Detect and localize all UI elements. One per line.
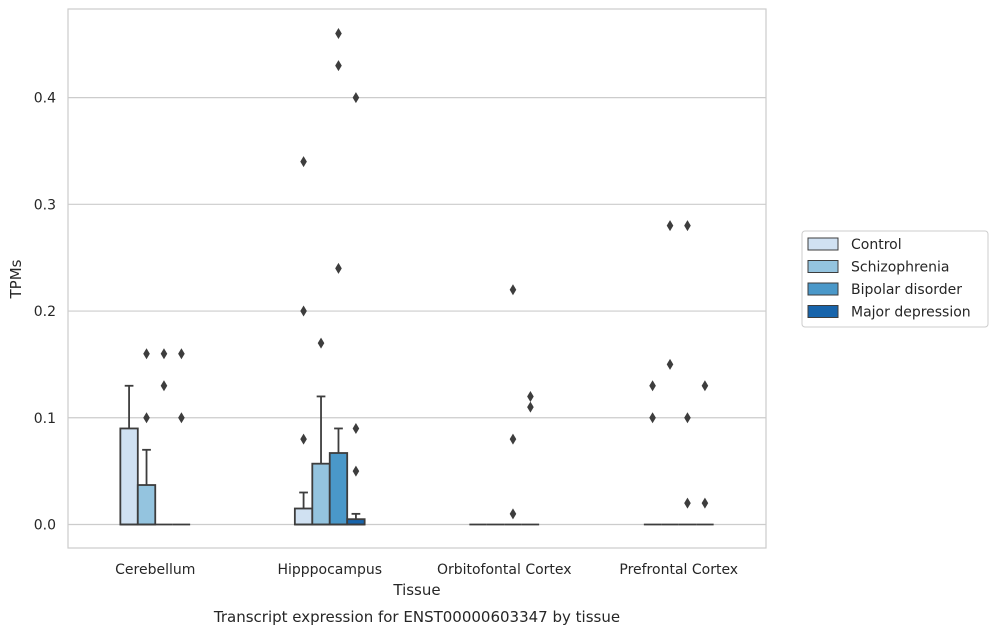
- chart-caption: Transcript expression for ENST0000060334…: [213, 608, 620, 626]
- box-major-depression: [521, 390, 540, 526]
- outlier-point: [143, 348, 150, 360]
- outlier-point: [684, 412, 691, 424]
- legend: Control Schizophrenia Bipolar disorder Majo…: [801, 230, 989, 328]
- outlier-point: [178, 412, 185, 424]
- outlier-point: [352, 92, 360, 104]
- outlier-point: [300, 433, 307, 445]
- box-series-group: [119, 28, 714, 526]
- box-body: [136, 484, 157, 526]
- legend-label: Control: [851, 237, 902, 253]
- legend-frame: [801, 230, 989, 328]
- legend-swatch: [807, 282, 839, 296]
- outlier-point: [666, 358, 674, 370]
- outlier-point: [335, 60, 342, 72]
- outlier-point: [160, 348, 168, 360]
- x-axis-ticks: Cerebellum Hipppocampus Orbitofontal Corte…: [115, 562, 738, 578]
- outlier-point: [701, 380, 709, 392]
- box-control: [643, 380, 662, 526]
- box-bipolar-disorder: [504, 284, 522, 526]
- y-tick-label: 0.3: [34, 197, 56, 213]
- box-bipolar-disorder: [155, 348, 173, 526]
- plot-area-frame: [67, 8, 767, 549]
- legend-label: Schizophrenia: [851, 260, 949, 276]
- outlier-point: [160, 380, 168, 392]
- box-control: [119, 384, 139, 526]
- box-body: [328, 452, 349, 526]
- outlier-point: [335, 262, 342, 274]
- box-body: [311, 462, 331, 526]
- box-major-depression: [346, 92, 366, 526]
- box-control: [293, 156, 314, 526]
- box-body: [293, 507, 314, 526]
- y-axis-ticks: 0.0 0.1 0.2 0.3 0.4: [34, 91, 56, 534]
- outlier-point: [509, 433, 517, 445]
- box-major-depression: [696, 380, 714, 526]
- x-axis-label: Tissue: [392, 581, 440, 599]
- y-tick-label: 0.2: [34, 304, 56, 320]
- box-body: [119, 427, 139, 526]
- box-schizophrenia: [661, 220, 679, 526]
- box-schizophrenia: [311, 337, 331, 526]
- y-tick-label: 0.4: [34, 91, 56, 107]
- outlier-point: [352, 422, 360, 434]
- outlier-point: [684, 497, 691, 509]
- legend-label: Major depression: [851, 305, 971, 321]
- outlier-point: [649, 412, 656, 424]
- box-bipolar-disorder: [678, 220, 697, 526]
- box-major-depression: [172, 348, 191, 526]
- x-tick-label: Orbitofontal Cortex: [437, 562, 572, 578]
- outlier-point: [666, 220, 674, 232]
- outlier-point: [317, 337, 325, 349]
- grid-lines: [68, 96, 766, 526]
- legend-swatch: [807, 260, 839, 273]
- legend-label: Bipolar disorder: [851, 282, 962, 298]
- outlier-point: [300, 305, 307, 317]
- outlier-point: [684, 220, 691, 232]
- y-tick-label: 0.0: [34, 518, 56, 534]
- outlier-point: [527, 401, 534, 413]
- outlier-point: [527, 390, 534, 402]
- outlier-point: [701, 497, 709, 509]
- x-tick-label: Hipppocampus: [277, 562, 382, 578]
- outlier-point: [143, 412, 150, 424]
- outlier-point: [509, 284, 517, 296]
- y-axis-label: TPMs: [7, 259, 25, 299]
- box-schizophrenia: [136, 348, 157, 526]
- outlier-point: [509, 508, 517, 520]
- x-tick-label: Prefrontal Cortex: [619, 562, 738, 578]
- legend-swatch: [807, 305, 839, 318]
- legend-swatch: [807, 237, 839, 251]
- outlier-point: [352, 465, 360, 477]
- outlier-point: [300, 156, 307, 168]
- x-tick-label: Cerebellum: [115, 562, 195, 578]
- outlier-point: [178, 348, 185, 360]
- y-tick-label: 0.1: [34, 411, 56, 427]
- outlier-point: [335, 28, 342, 40]
- box-bipolar-disorder: [328, 28, 349, 526]
- outlier-point: [649, 380, 656, 392]
